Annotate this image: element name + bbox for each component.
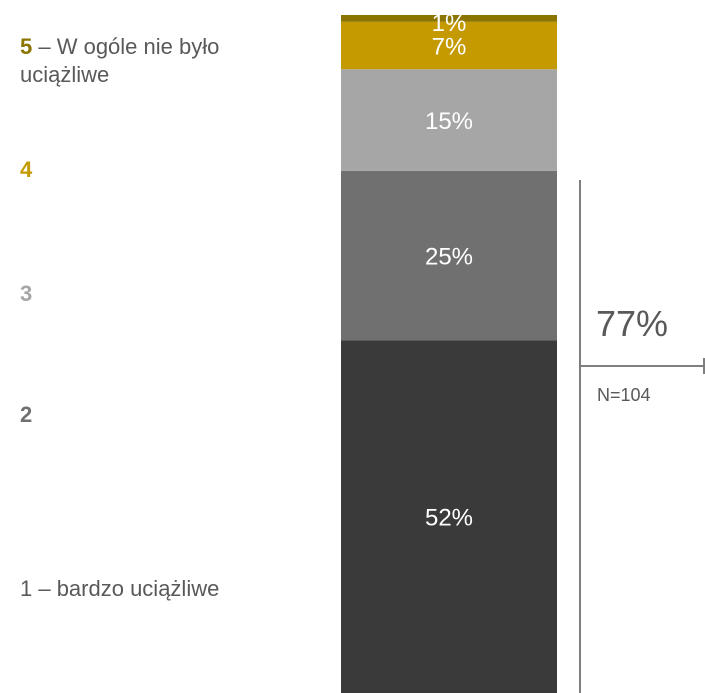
legend-number-4: 4 [20, 157, 33, 182]
segment-label-1: 52% [425, 505, 473, 532]
legend-label-3: 3 [20, 280, 32, 308]
legend-number-2: 2 [20, 402, 33, 427]
legend-text-5: – W ogóle nie było uciążliwe [20, 34, 220, 87]
segment-label-3: 15% [425, 108, 473, 135]
bar-segment-1 [341, 340, 557, 693]
segment-label-5: 1% [432, 10, 467, 37]
bar-segment-4 [341, 21, 557, 70]
legend-label-1: 1 – bardzo uciążliwe [20, 575, 219, 603]
legend-number-5: 5 [20, 34, 33, 59]
sample-size-label: N=104 [597, 385, 651, 405]
legend-number-3: 3 [20, 281, 33, 306]
bar-segment-5 [341, 15, 557, 22]
stacked-bar: 52% 25% 15% 7%1% [341, 10, 557, 693]
legend-label-5: 5 – W ogóle nie było uciążliwe [20, 33, 310, 89]
legend-label-2: 2 [20, 401, 32, 429]
bar-segment-3 [341, 69, 557, 171]
summary-bracket [579, 180, 705, 693]
legend-text-1: 1 – bardzo uciążliwe [20, 576, 220, 601]
legend-label-4: 4 [20, 156, 32, 184]
bar-segment-2 [341, 170, 557, 341]
segment-label-2: 25% [425, 244, 473, 271]
summary-percentage: 77% [596, 303, 669, 344]
segment-label-4: 7% [432, 34, 467, 61]
